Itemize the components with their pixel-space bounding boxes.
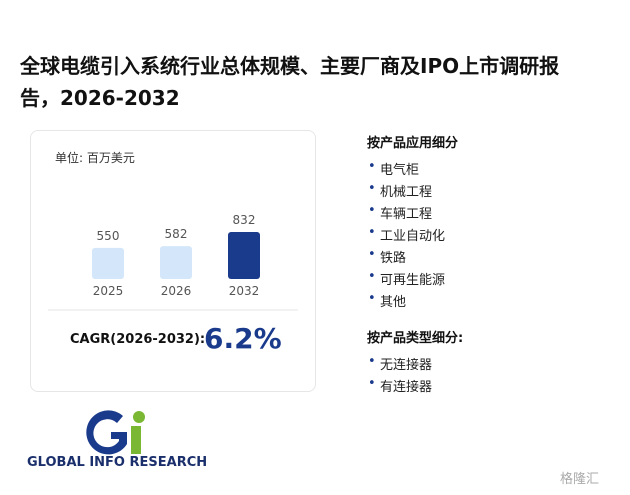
- logo-text: GLOBAL INFO RESEARCH: [27, 455, 208, 470]
- title: 全球电缆引入系统行业总体规模、主要厂商及IPO上市调研报告，2026-2032: [20, 54, 560, 110]
- segment-item: 可再生能源: [368, 269, 445, 288]
- x-tick-label: 2032: [229, 284, 260, 298]
- unit-label: 单位: 百万美元: [55, 151, 135, 165]
- segment-heading: 按产品应用细分: [367, 136, 459, 151]
- segment-item: 无连接器: [368, 354, 432, 373]
- segment-heading: 按产品类型细分:: [367, 331, 464, 346]
- watermark: 格隆汇: [560, 472, 600, 487]
- segment-item: 机械工程: [368, 181, 432, 200]
- value-label: 550: [97, 229, 120, 243]
- segment-item: 电气柜: [368, 159, 419, 178]
- value-label: 832: [233, 213, 256, 227]
- x-tick-label: 2026: [161, 284, 192, 298]
- logo-mark: [86, 410, 145, 455]
- segment-item: 工业自动化: [368, 225, 445, 244]
- cagr-label: CAGR(2026-2032):: [70, 332, 206, 347]
- segment-item: 其他: [368, 291, 406, 310]
- segment-item: 车辆工程: [368, 203, 432, 222]
- segment-item: 有连接器: [368, 376, 432, 395]
- bar: [228, 232, 260, 279]
- cagr-value: 6.2%: [204, 322, 282, 355]
- segment-item: 铁路: [368, 247, 406, 266]
- chart-card: [30, 130, 316, 392]
- bar: [160, 246, 192, 279]
- bar: [92, 247, 124, 279]
- value-label: 582: [165, 227, 188, 241]
- x-tick-label: 2025: [93, 284, 124, 298]
